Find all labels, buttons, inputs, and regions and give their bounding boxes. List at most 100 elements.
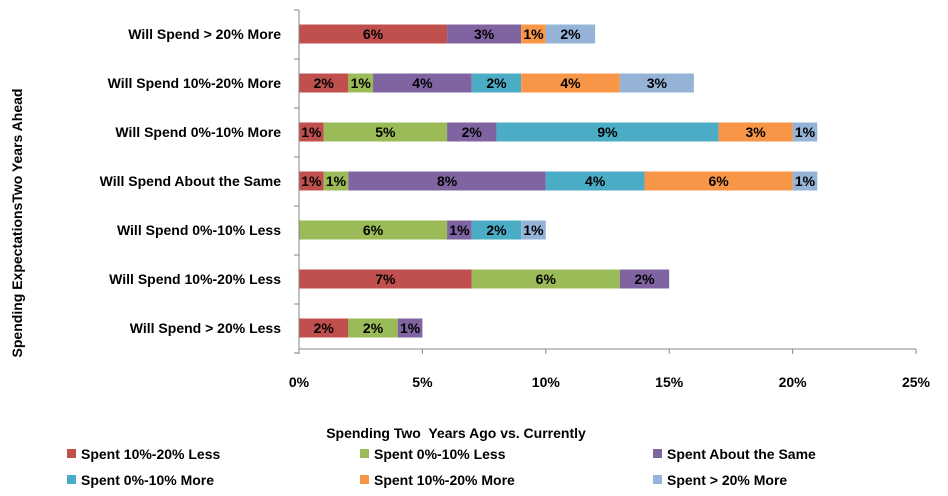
data-label: 2% (462, 124, 483, 140)
legend-label: Spent 0%-10% More (81, 472, 214, 488)
bar-will-spend-0-10-less-spent-about-the-same (447, 220, 472, 240)
data-label: 6% (536, 271, 557, 287)
bar-will-spend-about-the-same-spent-10-20-less (299, 171, 324, 191)
legend-item-spent-10-20-less: Spent 10%-20% Less (67, 446, 220, 462)
data-label: 4% (412, 75, 433, 91)
bar-will-spend-10-20-more-spent-about-the-same (373, 73, 472, 93)
data-label: 1% (795, 124, 816, 140)
data-labels-group: 6% 3% 1% 2%2% 1% 4% 2% 4% 3%1% 5% 2% 9% 3% 1%1% 1% 8% 4%… (301, 26, 815, 336)
data-label: 1% (795, 173, 816, 189)
bar-will-spend-0-10-less-spent-20-more (521, 220, 546, 240)
legend-swatch (67, 449, 76, 458)
data-label: 2% (486, 222, 507, 238)
axes-group: Will Spend > 20% More Will Spend 10%-20% … (100, 9, 931, 390)
category-label: Will Spend About the Same (100, 173, 282, 189)
data-label: 2% (314, 320, 335, 336)
bar-will-spend-about-the-same-spent-about-the-same (348, 171, 546, 191)
data-label: 6% (363, 222, 384, 238)
bar-will-spend-10-20-less-spent-0-10-less (471, 269, 620, 289)
bar-will-spend-10-20-more-spent-0-10-less (348, 73, 374, 93)
data-label: 1% (351, 75, 372, 91)
data-label: 1% (449, 222, 470, 238)
category-label: Will Spend 10%-20% More (108, 75, 282, 91)
data-label: 6% (363, 26, 384, 42)
legend-item-spent-0-10-less: Spent 0%-10% Less (360, 446, 506, 462)
legend-label: Spent 0%-10% Less (374, 446, 506, 462)
bar-will-spend-10-20-less-spent-10-20-less (299, 269, 472, 289)
data-label: 4% (560, 75, 581, 91)
legend-item-spent-about-the-same: Spent About the Same (653, 446, 816, 462)
x-tick-label: 25% (902, 374, 931, 390)
legend-item-spent-10-20-more: Spent 10%-20% More (360, 472, 515, 488)
legend-swatch (67, 475, 76, 484)
data-label: 8% (437, 173, 458, 189)
data-label: 3% (745, 124, 766, 140)
bar-will-spend-20-less-spent-about-the-same (397, 318, 423, 338)
data-label: 2% (314, 75, 335, 91)
legend-label: Spent > 20% More (667, 472, 787, 488)
bar-will-spend-0-10-more-spent-20-more (792, 122, 818, 142)
bar-will-spend-10-20-more-spent-10-20-more (521, 73, 620, 93)
bar-will-spend-20-less-spent-10-20-less (299, 318, 349, 338)
x-tick-label: 10% (532, 374, 561, 390)
bar-will-spend-0-10-more-spent-10-20-more (718, 122, 793, 142)
category-label: Will Spend > 20% Less (130, 320, 281, 336)
bars-group (299, 24, 818, 338)
data-label: 5% (375, 124, 396, 140)
category-label: Will Spend > 20% More (128, 26, 281, 42)
legend-label: Spent About the Same (667, 446, 816, 462)
bar-will-spend-10-20-less-spent-about-the-same (619, 269, 670, 289)
bar-will-spend-0-10-more-spent-0-10-more (496, 122, 719, 142)
bar-will-spend-20-less-spent-0-10-less (348, 318, 398, 338)
legend-label: Spent 10%-20% More (374, 472, 515, 488)
x-tick-label: 0% (289, 374, 310, 390)
bar-will-spend-about-the-same-spent-20-more (792, 171, 818, 191)
legend-swatch (653, 449, 662, 458)
bar-will-spend-about-the-same-spent-10-20-more (644, 171, 793, 191)
bar-will-spend-10-20-more-spent-0-10-more (471, 73, 522, 93)
data-label: 9% (597, 124, 618, 140)
data-label: 6% (708, 173, 729, 189)
category-label: Will Spend 10%-20% Less (109, 271, 281, 287)
legend: Spent 10%-20% Less Spent 0%-10% Less Spent… (67, 446, 816, 488)
data-label: 2% (560, 26, 581, 42)
bar-will-spend-20-more-spent-about-the-same (447, 24, 522, 44)
category-label: Will Spend 0%-10% Less (117, 222, 281, 238)
bar-will-spend-10-20-more-spent-10-20-less (299, 73, 349, 93)
data-label: 4% (585, 173, 606, 189)
data-label: 2% (363, 320, 384, 336)
bar-will-spend-about-the-same-spent-0-10-more (545, 171, 645, 191)
legend-swatch (653, 475, 662, 484)
bar-will-spend-20-more-spent-10-20-less (299, 24, 448, 44)
data-label: 7% (375, 271, 396, 287)
x-tick-label: 15% (655, 374, 684, 390)
bar-will-spend-0-10-more-spent-about-the-same (447, 122, 497, 142)
y-axis-title: Spending ExpectationsTwo Years Ahead (9, 89, 25, 358)
legend-item-spent-20-more: Spent > 20% More (653, 472, 787, 488)
data-label: 1% (301, 173, 322, 189)
data-label: 3% (474, 26, 495, 42)
legend-item-spent-0-10-more: Spent 0%-10% More (67, 472, 214, 488)
bar-will-spend-20-more-spent-20-more (545, 24, 596, 44)
bar-will-spend-0-10-more-spent-10-20-less (299, 122, 324, 142)
data-label: 3% (647, 75, 668, 91)
data-label: 2% (634, 271, 655, 287)
bar-will-spend-0-10-less-spent-0-10-more (471, 220, 522, 240)
data-label: 1% (523, 222, 544, 238)
category-label: Will Spend 0%-10% More (115, 124, 281, 140)
legend-label: Spent 10%-20% Less (81, 446, 220, 462)
data-label: 1% (326, 173, 347, 189)
legend-swatch (360, 449, 369, 458)
bar-will-spend-0-10-more-spent-0-10-less (323, 122, 448, 142)
data-label: 2% (486, 75, 507, 91)
bar-will-spend-0-10-less-spent-0-10-less (299, 220, 448, 240)
bar-will-spend-10-20-more-spent-20-more (619, 73, 694, 93)
bar-will-spend-20-more-spent-10-20-more (521, 24, 546, 44)
bar-will-spend-about-the-same-spent-0-10-less (323, 171, 349, 191)
data-label: 1% (400, 320, 421, 336)
legend-swatch (360, 475, 369, 484)
x-axis-title: Spending Two Years Ago vs. Currently (326, 425, 586, 441)
x-tick-label: 20% (779, 374, 808, 390)
x-tick-label: 5% (412, 374, 433, 390)
